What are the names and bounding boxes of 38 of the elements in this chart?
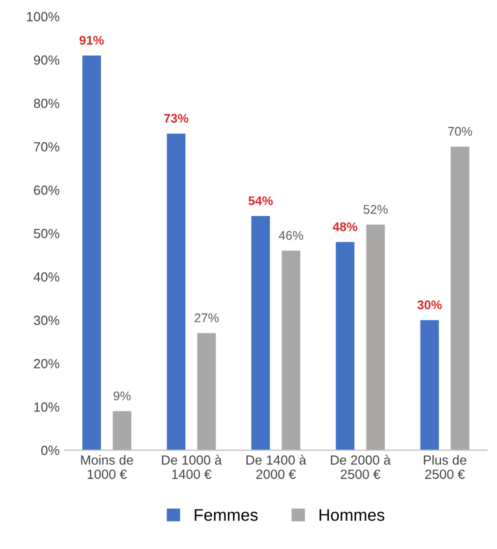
- y-tick-label: 70%: [34, 142, 60, 152]
- data-label: 27%: [194, 313, 219, 322]
- y-tick-label: 10%: [34, 402, 60, 412]
- data-label: 91%: [80, 36, 104, 45]
- bar: [197, 333, 216, 450]
- data-label: 30%: [417, 300, 442, 310]
- y-tick-label: 30%: [34, 316, 60, 325]
- bar: [450, 146, 470, 450]
- data-label: 52%: [364, 204, 388, 214]
- x-tick-label: De 2000 à 2500 €: [330, 454, 391, 479]
- bar: [336, 242, 354, 450]
- bar: [366, 224, 385, 450]
- x-tick-label: De 1000 à 1400 €: [162, 454, 222, 479]
- bar: [112, 411, 132, 450]
- data-label: 48%: [332, 222, 358, 232]
- y-tick-label: 90%: [34, 55, 60, 65]
- bar: [251, 216, 270, 450]
- data-label: 70%: [448, 126, 472, 136]
- data-label: 54%: [248, 196, 273, 206]
- y-tick-label: 50%: [34, 228, 60, 238]
- y-tick-label: 40%: [34, 272, 60, 282]
- x-tick-label: De 1400 à 2000 €: [246, 454, 306, 479]
- bar: [82, 56, 101, 450]
- y-tick-label: 0%: [41, 446, 60, 456]
- bar: [420, 320, 439, 450]
- bar: [166, 134, 186, 450]
- data-label: 9%: [114, 391, 131, 400]
- x-tick-label: Moins de 1000 €: [81, 455, 134, 479]
- data-label: 73%: [164, 114, 188, 123]
- data-label: 46%: [278, 231, 304, 240]
- y-tick-label: 20%: [34, 359, 60, 368]
- legend-label: Femmes: [194, 509, 258, 521]
- y-tick-label: 100%: [27, 12, 60, 22]
- x-tick-label: Plus de 2500 €: [424, 455, 466, 479]
- y-tick-label: 80%: [34, 98, 60, 108]
- legend-label: Hommes: [320, 509, 384, 521]
- y-tick-label: 60%: [34, 186, 60, 195]
- bar: [282, 250, 300, 450]
